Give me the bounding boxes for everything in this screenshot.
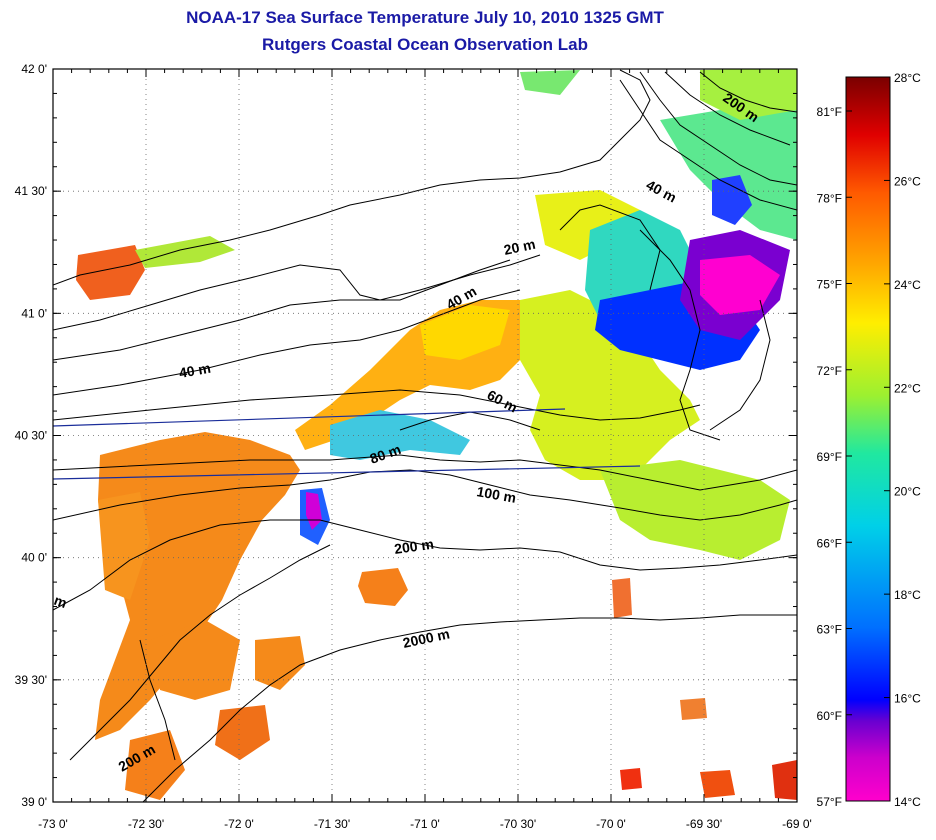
sst-patch-green-east [600,460,790,560]
colorbar-celsius-label: 20°C [894,485,921,499]
colorbar-fahrenheit-label: 72°F [817,364,842,378]
y-tick-label: 41 0' [21,306,47,320]
contour-40m [53,289,521,396]
colorbar-fahrenheit-label: 57°F [817,795,842,809]
x-tick-label: -70 30' [500,817,536,831]
y-tick-label: 40 0' [21,551,47,565]
coastline [53,69,651,286]
transect-lines [52,408,641,480]
contour-georges-east [709,299,771,431]
sst-patch-shelf-south [150,620,240,700]
contour-label: 2000 m [401,625,451,651]
sst-patch-red-1 [620,768,642,790]
x-tick-label: -72 30' [128,817,164,831]
colorbar-celsius-label: 18°C [894,588,921,602]
contour-60m [53,389,701,421]
coastline-island [53,254,541,331]
sst-patch-green-ne [700,69,797,120]
coastline-cape-cod [559,204,661,291]
colorbar-fahrenheit-label: 66°F [817,536,842,550]
contour-label: 40 m [644,177,680,206]
contour-label: 20 m [502,236,537,258]
contour-100m [53,469,797,521]
colorbar-celsius-labels: 28°C 26°C 24°C 22°C 20°C 18°C 16°C 14°C [894,71,921,809]
x-axis-labels: -73 0' -72 30' -72 0' -71 30' -71 0' -70 30' -… [38,817,812,831]
colorbar-fahrenheit-labels: 81°F 78°F 75°F 72°F 69°F 66°F 63°F 60°F 57°F [817,105,842,809]
x-tick-label: -70 0' [596,817,626,831]
colorbar-ticks [846,76,890,802]
y-tick-label: 41 30' [15,184,47,198]
contour-label: m [52,592,69,611]
colorbar-fahrenheit-label: 78°F [817,191,842,205]
graticule [53,69,797,802]
x-tick-label: -71 0' [410,817,440,831]
sst-patch-orange-1 [680,698,707,720]
y-tick-label: 39 30' [15,673,47,687]
x-tick-label: -73 0' [38,817,68,831]
contour-gulf-maine-3 [664,71,791,146]
sst-patch-red-2 [700,770,735,798]
contour-20m [53,259,511,361]
colorbar-fahrenheit-label: 60°F [817,709,842,723]
x-tick-label: -71 30' [314,817,350,831]
sst-patch-sound [76,245,145,300]
sst-patch-south-1 [125,730,185,800]
colorbar-fahrenheit-label: 75°F [817,278,842,292]
axis-ticks [52,68,798,803]
colorbar [845,76,891,802]
sst-patch-shelf-south2 [255,636,305,690]
contour-label: 40 m [178,360,212,381]
x-tick-label: -69 30' [686,817,722,831]
y-tick-label: 39 0' [21,795,47,809]
contour-200m-a [53,519,797,611]
chart-subtitle: Rutgers Coastal Ocean Observation Lab [262,35,588,54]
colorbar-celsius-label: 24°C [894,278,921,292]
chart-title: NOAA-17 Sea Surface Temperature July 10,… [186,8,664,27]
y-tick-label: 42 0' [21,62,47,76]
contour-200m-b [69,544,331,761]
bathymetry-contours [53,69,797,802]
sst-patch-blue-north [712,175,752,225]
contour-gulf-maine-2 [639,71,797,186]
sst-patch-midshelf-yellow [420,305,510,360]
sst-patch-green-nantucket [660,90,797,240]
sst-patch-cold-strip [330,410,470,460]
sst-patch-red-3 [772,760,797,800]
colorbar-celsius-label: 26°C [894,174,921,188]
transect-line-north [52,408,566,427]
sst-patch-green-ne2 [520,70,580,95]
colorbar-fahrenheit-label: 81°F [817,105,842,119]
colorbar-celsius-label: 14°C [894,795,921,809]
colorbar-celsius-label: 16°C [894,692,921,706]
sst-patch-green-central [520,290,700,480]
contour-hudson-canyon [139,639,176,761]
x-tick-label: -69 0' [782,817,812,831]
sst-patch-shelf-west [98,492,150,600]
colorbar-fahrenheit-label: 69°F [817,450,842,464]
contour-2000m [142,614,797,802]
contour-gulf-maine-1 [619,79,797,211]
sst-data-layer [76,69,797,800]
contour-gulf-maine-4 [699,71,797,113]
contour-80m [53,454,797,491]
colorbar-fahrenheit-label: 63°F [817,623,842,637]
sst-patch-orange-2 [612,578,632,618]
colorbar-celsius-label: 28°C [894,71,921,85]
transect-line-south [52,465,641,480]
colorbar-celsius-label: 22°C [894,381,921,395]
x-tick-label: -72 0' [224,817,254,831]
y-axis-labels: 42 0' 41 30' 41 0' 40 30' 40 0' 39 30' 39 0' [15,62,47,809]
sst-patch-south-2 [215,705,270,760]
sst-patch-sound-green [135,236,235,268]
contour-georges-west [639,229,721,441]
contour-label: 200 m [393,536,435,557]
sst-patch-warm-eddy [358,568,408,606]
contour-label: 100 m [475,483,517,506]
y-tick-label: 40 30' [15,429,47,443]
